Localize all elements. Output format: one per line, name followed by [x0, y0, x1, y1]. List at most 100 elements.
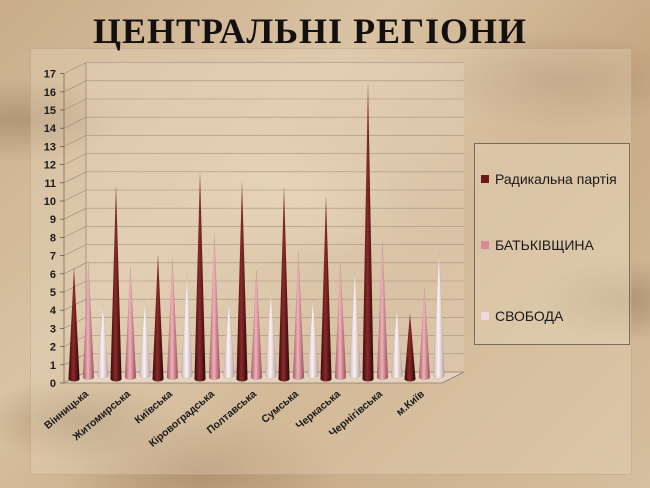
gridline-side: [63, 262, 87, 275]
y-tick-label: 6: [50, 269, 56, 281]
legend-item-batkivshchyna: БАТЬКІВЩИНА: [481, 237, 594, 253]
y-tick-label: 8: [50, 232, 56, 244]
grid-layer: [60, 62, 465, 384]
cone-0-5: [278, 187, 290, 382]
cones-layer: [68, 84, 445, 382]
x-tick-label-5: Сумська: [259, 388, 301, 426]
cone-shape-2-2: [181, 273, 193, 379]
cone-shape-0-2: [152, 255, 164, 382]
legend-item-radical: Радикальна партія: [481, 171, 617, 187]
y-tick-label: 4: [50, 305, 57, 317]
cone-0-2: [152, 255, 164, 382]
legend-swatch-radical: [481, 175, 489, 183]
x-tick-label-2: Київська: [132, 388, 175, 426]
cone-shape-1-0: [82, 262, 95, 380]
cone-shape-2-7: [391, 308, 403, 379]
gridline-side: [63, 80, 87, 93]
y-tick-label: 7: [50, 251, 56, 263]
page-title: ЦЕНТРАЛЬНІ РЕГІОНИ: [93, 11, 527, 51]
y-tick-label: 15: [44, 105, 56, 117]
legend-label-batkivshchyna: БАТЬКІВЩИНА: [495, 237, 594, 253]
legend-item-svoboda: СВОБОДА: [481, 308, 563, 324]
legend: Радикальна партія БАТЬКІВЩИНА СВОБОДА: [474, 143, 630, 345]
y-tick-label: 11: [44, 178, 56, 190]
cone-1-1: [124, 266, 137, 380]
y-tick-label: 13: [44, 141, 56, 153]
chart-panel: [30, 48, 632, 475]
cone-shape-0-1: [110, 186, 122, 382]
cone-1-7: [376, 242, 389, 380]
floor: [63, 371, 465, 384]
cone-shape-2-8: [433, 251, 445, 379]
y-tick-label: 3: [50, 323, 56, 335]
cone-shape-0-0: [68, 267, 80, 382]
gridline-side: [63, 226, 87, 238]
cone-shape-2-0: [97, 304, 109, 379]
cone-2-7: [391, 308, 403, 379]
gridline-side: [63, 116, 87, 129]
cone-shape-1-1: [124, 266, 137, 380]
legend-swatch-svoboda: [481, 312, 489, 320]
legend-label-svoboda: СВОБОДА: [495, 308, 564, 324]
cone-shape-2-6: [349, 269, 361, 379]
cone-0-6: [320, 196, 332, 382]
y-tick-label: 2: [50, 342, 56, 354]
cone-2-2: [181, 273, 193, 379]
cone-0-3: [194, 173, 206, 382]
x-tick-label-8: м.Київ: [394, 388, 427, 419]
back-wall: [86, 62, 464, 372]
cone-shape-0-7: [362, 84, 374, 382]
y-tick-label: 12: [44, 160, 56, 172]
cone-1-4: [250, 269, 263, 380]
legend-label-radical: Радикальна партія: [495, 171, 617, 187]
cone-shape-0-5: [278, 187, 290, 382]
cone-1-0: [82, 262, 95, 380]
gridline-side: [63, 280, 87, 293]
cone-shape-0-3: [194, 173, 206, 382]
y-tick-label: 0: [50, 378, 56, 390]
y-tick-label: 10: [44, 196, 56, 208]
cone-shape-1-4: [250, 269, 263, 380]
cone-2-1: [139, 300, 151, 379]
cone-1-5: [292, 251, 305, 380]
cone-1-3: [208, 235, 221, 380]
cone-0-0: [68, 267, 80, 382]
y-tick-label: 17: [44, 69, 56, 81]
cone-0-8: [404, 313, 416, 382]
cone-2-0: [97, 304, 109, 379]
cone-2-4: [265, 291, 277, 379]
cone-shape-2-5: [307, 299, 319, 379]
cone-shape-1-2: [166, 258, 179, 380]
y-tick-label: 9: [50, 214, 56, 226]
cone-0-4: [236, 182, 248, 382]
cone-0-1: [110, 186, 122, 382]
gridline-side: [63, 153, 87, 165]
cone-shape-0-8: [404, 313, 416, 382]
y-tick-label: 14: [44, 123, 57, 135]
cone-1-2: [166, 258, 179, 380]
gridline-side: [63, 98, 87, 111]
cone-0-7: [362, 84, 374, 382]
cone-shape-2-3: [223, 300, 235, 379]
gridline-side: [63, 189, 87, 202]
cone-2-3: [223, 300, 235, 379]
cone-shape-1-3: [208, 235, 221, 380]
cone-shape-0-6: [320, 196, 332, 382]
y-tick-label: 1: [50, 360, 56, 372]
cone-shape-1-5: [292, 251, 305, 380]
cone-1-8: [418, 288, 431, 380]
cone-shape-1-6: [334, 264, 347, 380]
cone-2-6: [349, 269, 361, 379]
cone-shape-1-8: [418, 288, 431, 380]
cone-shape-1-7: [376, 242, 389, 380]
gridline-side: [63, 62, 87, 74]
y-tick-label: 5: [50, 287, 56, 299]
gridline-side: [63, 207, 87, 220]
cone-2-8: [433, 251, 445, 379]
legend-swatch-batkivshchyna: [481, 241, 489, 249]
gridline-side: [63, 171, 87, 184]
gridline-side: [63, 135, 87, 147]
